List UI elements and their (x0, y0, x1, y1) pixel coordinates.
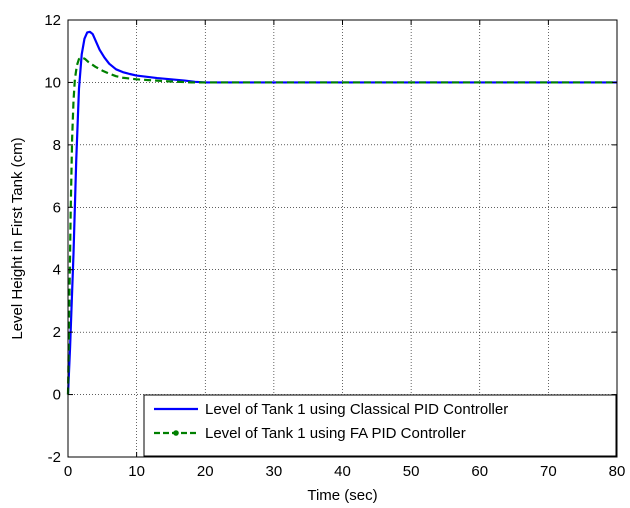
legend-entry-classical-pid: Level of Tank 1 using Classical PID Cont… (205, 401, 508, 418)
legend-marker-fa-pid (173, 430, 179, 436)
legend-entry-fa-pid: Level of Tank 1 using FA PID Controller (205, 425, 466, 442)
y-tick-label: 6 (53, 199, 61, 216)
x-tick-label: 60 (471, 463, 488, 480)
y-tick-label: 8 (53, 137, 61, 154)
x-tick-label: 30 (266, 463, 283, 480)
series-line-0 (66, 30, 617, 395)
x-axis-label: Time (sec) (307, 487, 377, 504)
y-tick-label: 12 (44, 12, 61, 29)
y-axis-label: Level Height in First Tank (cm) (9, 137, 26, 339)
x-tick-label: 0 (64, 463, 72, 480)
grid-lines (68, 20, 617, 457)
y-tick-label: -2 (48, 449, 61, 466)
series-line-1 (66, 56, 617, 395)
y-tick-label: 0 (53, 387, 61, 404)
plot-area (68, 20, 617, 457)
legend: Level of Tank 1 using Classical PID Cont… (143, 394, 617, 457)
y-tick-label: 2 (53, 324, 61, 341)
x-tick-label: 80 (609, 463, 626, 480)
x-tick-label: 70 (540, 463, 557, 480)
x-tick-label: 40 (334, 463, 351, 480)
y-tick-label: 4 (53, 262, 61, 279)
legend-box (143, 394, 617, 457)
x-tick-label: 50 (403, 463, 420, 480)
y-tick-label: 10 (44, 74, 61, 91)
x-tick-label: 20 (197, 463, 214, 480)
series-layer (66, 30, 617, 395)
x-tick-label: 10 (128, 463, 145, 480)
